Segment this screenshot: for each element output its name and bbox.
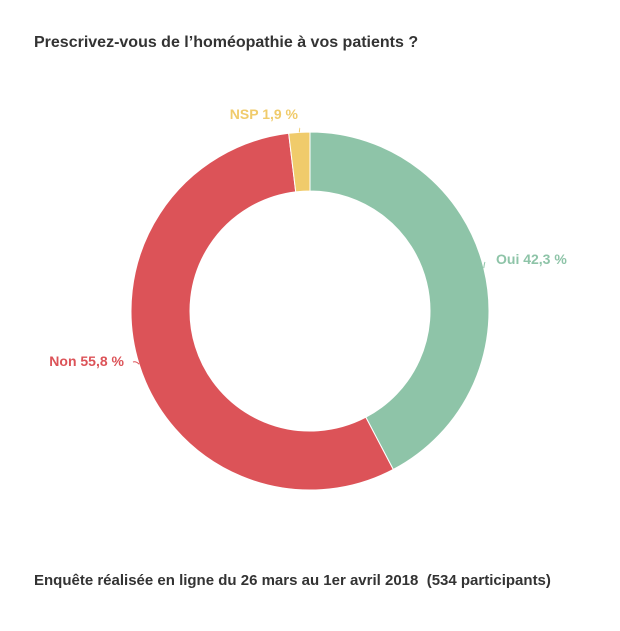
slice-oui xyxy=(309,131,490,471)
data-label-nsp: NSP 1,9 % xyxy=(230,106,299,122)
slice-nsp xyxy=(288,131,311,193)
leader-line-oui xyxy=(483,261,486,269)
chart-footer: Enquête réalisée en ligne du 26 mars au … xyxy=(34,572,551,589)
chart-title: Prescrivez-vous de l’homéopathie à vos p… xyxy=(34,34,419,51)
data-label-oui: Oui 42,3 % xyxy=(496,251,567,267)
leader-line-non xyxy=(132,361,140,365)
data-label-non: Non 55,8 % xyxy=(49,353,124,369)
slice-non xyxy=(130,132,394,491)
leader-line-nsp xyxy=(298,127,301,133)
